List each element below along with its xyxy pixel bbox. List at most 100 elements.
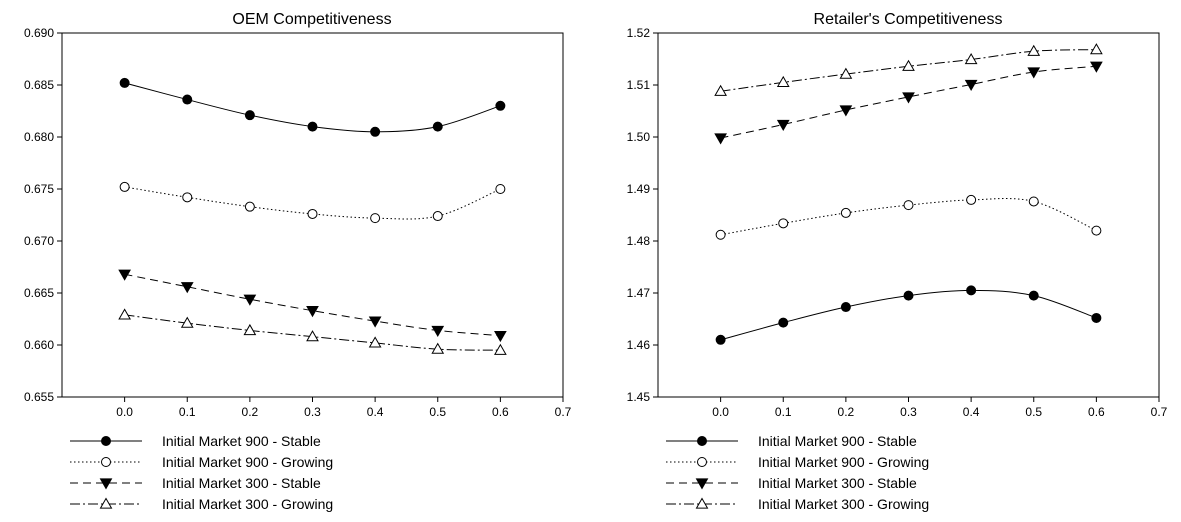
data-point xyxy=(1091,312,1102,323)
y-tick-label: 0.655 xyxy=(24,390,54,404)
y-tick-label: 1.50 xyxy=(627,130,651,144)
x-tick-label: 0.6 xyxy=(492,405,509,419)
legend-label: Initial Market 300 - Growing xyxy=(162,496,333,512)
data-point xyxy=(903,200,914,211)
data-point xyxy=(1090,43,1103,55)
data-point xyxy=(306,330,319,342)
data-point xyxy=(370,213,381,224)
data-point xyxy=(306,306,319,318)
data-point xyxy=(776,119,790,132)
data-point xyxy=(964,53,978,65)
x-tick-label: 0.5 xyxy=(429,405,446,419)
legend-marker xyxy=(695,497,709,509)
data-point xyxy=(714,133,727,145)
y-tick-label: 1.48 xyxy=(627,234,651,248)
x-tick-label: 0.0 xyxy=(712,405,729,419)
legend-label: Initial Market 900 - Growing xyxy=(162,454,333,470)
data-point xyxy=(243,323,257,336)
x-tick-label: 0.2 xyxy=(242,405,259,419)
y-tick-label: 0.665 xyxy=(24,286,54,300)
data-point xyxy=(244,110,255,121)
data-point xyxy=(776,75,790,88)
legend-marker xyxy=(697,436,707,446)
data-point xyxy=(902,92,915,104)
y-tick-label: 0.670 xyxy=(24,234,54,248)
data-point xyxy=(119,181,130,192)
data-point xyxy=(119,77,130,88)
x-tick-label: 0.1 xyxy=(179,405,196,419)
data-point xyxy=(1027,67,1041,79)
data-point xyxy=(1027,44,1041,56)
y-tick-label: 0.660 xyxy=(24,338,54,352)
legend-label: Initial Market 300 - Stable xyxy=(758,475,917,491)
y-tick-label: 1.45 xyxy=(627,390,651,404)
chart-title: OEM Competitiveness xyxy=(232,11,391,28)
data-point xyxy=(1091,225,1102,236)
x-tick-label: 0.2 xyxy=(838,405,855,419)
data-point xyxy=(494,331,507,343)
legend-label: Initial Market 900 - Stable xyxy=(162,433,321,449)
oem-competitiveness-chart: OEM Competitiveness 0.655 0.660 0.665 0.670… xyxy=(24,11,572,512)
y-tick-label: 1.46 xyxy=(627,338,651,352)
data-point xyxy=(1090,61,1103,73)
data-point xyxy=(495,100,506,111)
legend-marker xyxy=(101,436,111,446)
x-tick-label: 0.7 xyxy=(555,405,572,419)
x-tick-label: 0.3 xyxy=(304,405,321,419)
legend-marker xyxy=(695,478,709,490)
x-tick-label: 0.4 xyxy=(963,405,980,419)
legend-marker xyxy=(99,478,113,490)
data-point xyxy=(431,325,445,337)
data-point xyxy=(964,79,978,91)
data-point xyxy=(432,121,443,132)
y-tick-label: 0.685 xyxy=(24,78,54,92)
data-point xyxy=(180,282,194,294)
x-tick-label: 0.3 xyxy=(900,405,917,419)
data-point xyxy=(244,201,255,212)
data-point xyxy=(182,192,193,203)
x-tick-label: 0.5 xyxy=(1025,405,1042,419)
legend-label: Initial Market 900 - Growing xyxy=(758,454,929,470)
x-tick-label: 0.7 xyxy=(1151,405,1168,419)
data-point xyxy=(182,94,193,105)
data-point xyxy=(370,126,381,137)
data-point xyxy=(778,317,789,328)
y-tick-label: 0.680 xyxy=(24,130,54,144)
data-point xyxy=(368,316,382,328)
retailers-competitiveness-chart: Retailer's Competitiveness 1.45 1.46 1.47 1… xyxy=(627,11,1168,512)
legend-marker xyxy=(99,497,113,509)
y-tick-label: 1.49 xyxy=(627,182,651,196)
legend-label: Initial Market 300 - Stable xyxy=(162,475,321,491)
y-tick-label: 1.51 xyxy=(627,78,651,92)
chart-title: Retailer's Competitiveness xyxy=(814,11,1003,28)
data-point xyxy=(715,229,726,240)
plot-area-frame xyxy=(657,32,1160,398)
data-point xyxy=(1028,290,1039,301)
x-tick-label: 0.1 xyxy=(775,405,792,419)
data-point xyxy=(368,336,382,348)
y-tick-label: 0.690 xyxy=(24,26,54,40)
data-point xyxy=(902,59,915,71)
data-point xyxy=(840,302,851,313)
data-point xyxy=(180,316,194,328)
y-tick-label: 1.52 xyxy=(627,26,651,40)
y-tick-label: 0.675 xyxy=(24,182,54,196)
data-point xyxy=(118,269,131,281)
legend-marker xyxy=(697,457,707,467)
x-tick-label: 0.0 xyxy=(116,405,133,419)
data-point xyxy=(840,207,851,218)
series-line xyxy=(124,273,501,337)
legend-label: Initial Market 900 - Stable xyxy=(758,433,917,449)
data-point xyxy=(243,294,257,306)
data-point xyxy=(839,105,853,117)
data-point xyxy=(1028,196,1039,207)
legend-label: Initial Market 300 - Growing xyxy=(758,496,929,512)
data-point xyxy=(307,121,318,132)
y-tick-label: 1.47 xyxy=(627,286,651,300)
data-point xyxy=(495,184,506,194)
data-point xyxy=(431,342,445,354)
data-point xyxy=(903,290,914,301)
data-point xyxy=(714,84,727,96)
